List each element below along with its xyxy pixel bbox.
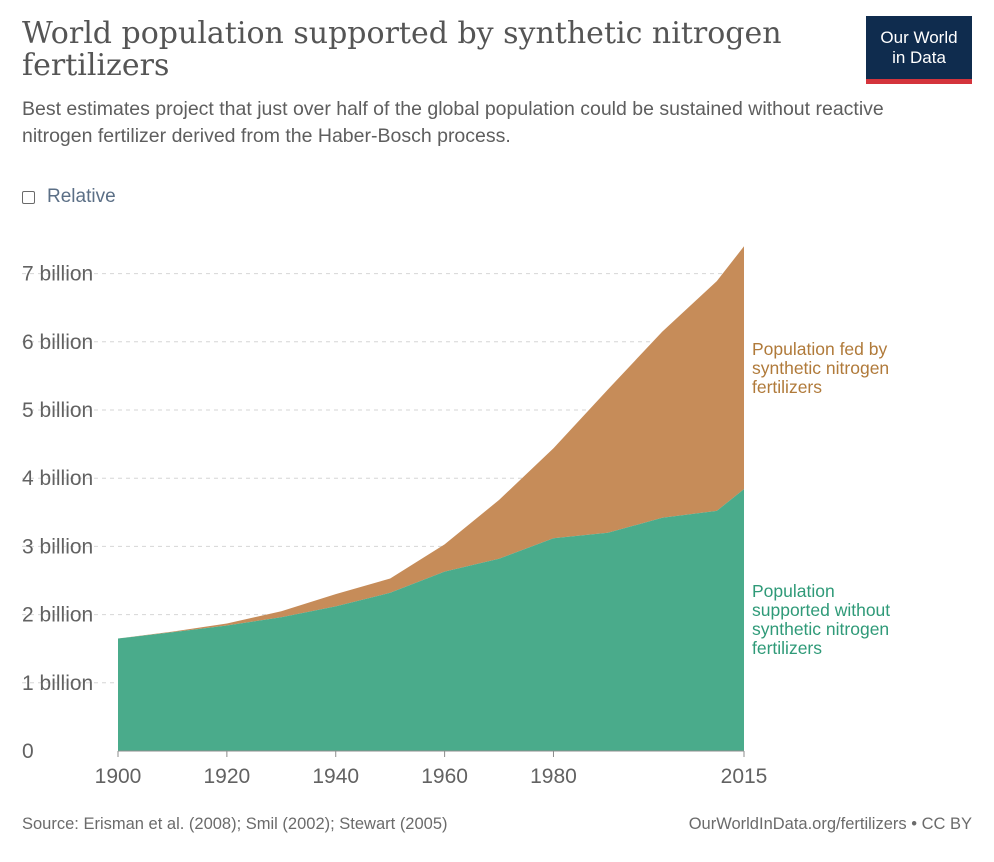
x-tick-label: 1940 <box>312 765 359 788</box>
series-label-line: synthetic nitrogen <box>752 619 889 639</box>
credit-link[interactable]: OurWorldInData.org/fertilizers • CC BY <box>688 815 972 833</box>
y-tick-label: 2 billion <box>22 604 93 627</box>
area-without-fertilizers[interactable] <box>118 489 744 751</box>
area-layer <box>118 246 744 751</box>
chart-title: World population supported by synthetic … <box>22 16 782 83</box>
series-label-line: Population <box>752 581 835 601</box>
series-label-line: synthetic nitrogen <box>752 358 889 378</box>
y-tick-label: 0 <box>22 740 34 763</box>
chart-subtitle: Best estimates project that just over ha… <box>22 98 884 147</box>
y-tick-label: 6 billion <box>22 331 93 354</box>
series-label-line: fertilizers <box>752 377 822 397</box>
y-tick-label: 5 billion <box>22 399 93 422</box>
relative-toggle[interactable]: Relative <box>22 186 116 208</box>
series-label-line: fertilizers <box>752 638 822 658</box>
checkbox-icon[interactable] <box>22 190 35 204</box>
owid-logo[interactable]: Our World in Data <box>866 16 972 84</box>
area-fed-by-fertilizers[interactable] <box>118 246 744 639</box>
logo-line-2: in Data <box>892 48 946 67</box>
x-tick-label: 1920 <box>204 765 251 788</box>
logo-line-1: Our World <box>880 28 958 47</box>
series-label-line: supported without <box>752 600 890 620</box>
x-tick-label: 2015 <box>721 765 768 788</box>
y-tick-label: 4 billion <box>22 467 93 490</box>
y-tick-label: 3 billion <box>22 535 93 558</box>
series-label-line: Population fed by <box>752 339 887 359</box>
y-tick-label: 7 billion <box>22 263 93 286</box>
x-tick-label: 1900 <box>95 765 142 788</box>
relative-label: Relative <box>47 186 116 207</box>
source-note[interactable]: Source: Erisman et al. (2008); Smil (200… <box>22 815 448 833</box>
x-tick-label: 1960 <box>421 765 468 788</box>
axes: 0 1 billion 2 billion 3 billion 4 billion 5 b… <box>22 263 767 788</box>
x-tick-label: 1980 <box>530 765 577 788</box>
y-tick-label: 1 billion <box>22 672 93 695</box>
